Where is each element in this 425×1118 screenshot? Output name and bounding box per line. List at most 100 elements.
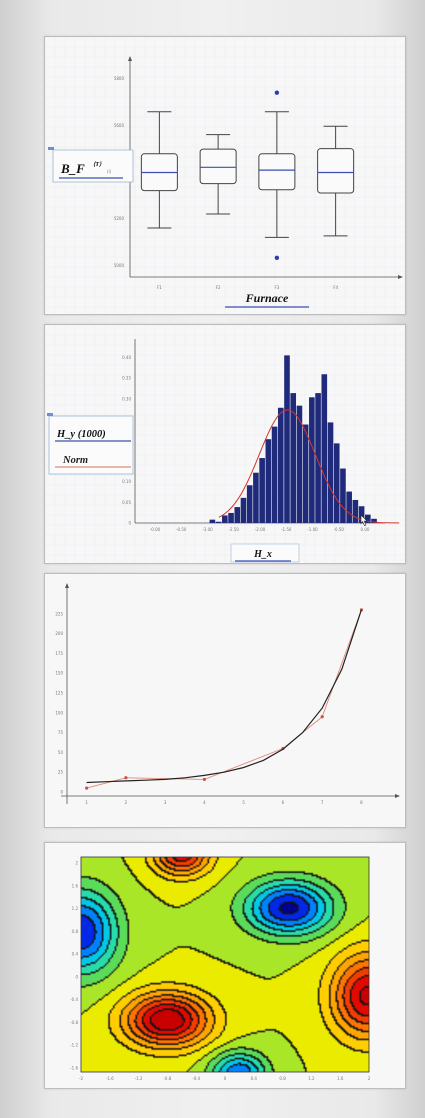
data-line bbox=[86, 609, 362, 789]
y-tick-label: 0 bbox=[128, 521, 131, 526]
y-tick-label: 200 bbox=[55, 631, 63, 636]
y-tick-label: 0 bbox=[75, 974, 78, 979]
box-F4 bbox=[317, 148, 355, 194]
x-tick-label: -1.50 bbox=[281, 527, 292, 532]
box-F2 bbox=[199, 148, 237, 185]
y-tick-label: 0.30 bbox=[122, 396, 131, 401]
histogram-bar bbox=[277, 407, 284, 523]
x-axis-label: H_x bbox=[253, 549, 272, 560]
x-tick-label: F4 bbox=[333, 285, 338, 290]
histogram-bar bbox=[346, 491, 352, 523]
contour-plot-panel: 2 1.6 1.2 0.8 0.4 0 -0.4 -0.8 -1.2 -1.6 -2 -1.6 -1.2… bbox=[44, 842, 406, 1089]
histogram-bar bbox=[358, 506, 365, 523]
line-plot: 0 25 50 75 100 125 150 175 200 225 1 2 3 4 5 6 7 8 bbox=[55, 583, 400, 805]
x-tick-label: 0 bbox=[224, 1076, 227, 1081]
x-tick-label: 8 bbox=[360, 800, 363, 805]
histogram-bar bbox=[327, 422, 334, 523]
y-axis-label-superscript: ⟨T⟩ bbox=[93, 161, 102, 168]
y-axis-arrow bbox=[128, 56, 132, 61]
histogram-bar bbox=[240, 497, 247, 523]
histogram-bar bbox=[309, 397, 315, 523]
x-tick-label: 1 bbox=[85, 800, 88, 805]
ylabel-box[interactable] bbox=[48, 415, 134, 475]
y-tick-label: 0.4 bbox=[72, 952, 79, 957]
x-tick-label: F3 bbox=[274, 285, 279, 290]
histogram-bar bbox=[259, 458, 265, 523]
y-tick-label: -0.4 bbox=[70, 997, 78, 1002]
histogram-bar bbox=[302, 424, 309, 523]
y-tick-label: 75 bbox=[58, 730, 64, 735]
histogram-bar bbox=[284, 355, 290, 523]
y-tick-label: 0 bbox=[60, 790, 63, 795]
box-plot: 50005200540056005800F1F2F3F4B_F⟨T⟩(i)Fur… bbox=[45, 37, 405, 314]
histogram-bar bbox=[321, 374, 328, 523]
y-tick-label: 100 bbox=[55, 710, 63, 715]
y-tick-label: 2 bbox=[75, 861, 78, 866]
x-tick-label: 0.4 bbox=[251, 1076, 258, 1081]
x-axis-arrow bbox=[395, 794, 400, 798]
x-tick-label: -0.00 bbox=[150, 527, 161, 532]
y-tick-label: 1.2 bbox=[72, 906, 79, 911]
y-tick-label: 5000 bbox=[114, 263, 125, 268]
y-tick-label: 0.40 bbox=[122, 355, 131, 360]
cursor-icon bbox=[360, 514, 368, 526]
histogram-bar bbox=[290, 393, 297, 523]
y-tick-label: -1.6 bbox=[70, 1066, 78, 1071]
x-tick-label: 1.2 bbox=[308, 1076, 315, 1081]
xlabel-box[interactable] bbox=[230, 543, 300, 563]
y-tick-label: 1.6 bbox=[72, 883, 79, 888]
x-tick-label: -0.4 bbox=[192, 1076, 200, 1081]
x-tick-label: -2 bbox=[79, 1076, 83, 1081]
outlier-point bbox=[274, 255, 280, 261]
y-tick-label: 150 bbox=[55, 671, 63, 676]
histogram-bar bbox=[296, 405, 303, 523]
histogram-bar bbox=[222, 515, 228, 523]
x-tick-label: -1.2 bbox=[135, 1076, 143, 1081]
x-axis-label: Furnace bbox=[245, 291, 289, 305]
contour-plot: 21.61.20.80.40-0.4-0.8-1.2-1.6-2 -1.6 -1.2… bbox=[70, 856, 371, 1081]
x-axis-arrow bbox=[398, 275, 403, 279]
histogram-bar bbox=[352, 499, 359, 523]
y-axis-label: H_y (1000) bbox=[56, 429, 106, 440]
ylabel-box-handle bbox=[48, 147, 54, 150]
histogram-bar bbox=[246, 485, 253, 523]
x-tick-label: 2 bbox=[125, 800, 128, 805]
plot-frame bbox=[80, 856, 370, 1073]
line-plot-panel: 0 25 50 75 100 125 150 175 200 225 1 2 3 4 5 6 7 8 bbox=[44, 573, 406, 828]
y-axis-arrow bbox=[65, 583, 69, 588]
fit-curve bbox=[86, 609, 362, 784]
x-tick-label: -3.00 bbox=[202, 527, 213, 532]
y-axis-label: B_F bbox=[60, 161, 85, 176]
box-F3 bbox=[258, 153, 296, 191]
outlier-point bbox=[274, 90, 280, 95]
x-tick-label: 3 bbox=[164, 800, 167, 805]
y-tick-label: 0.05 bbox=[122, 500, 131, 505]
y-tick-label: 50 bbox=[58, 750, 64, 755]
histogram-bar bbox=[234, 507, 241, 523]
y-tick-label: 5200 bbox=[114, 216, 125, 221]
x-tick-label: -1.6 bbox=[106, 1076, 114, 1081]
histogram-bar bbox=[209, 519, 216, 523]
y-tick-label: 175 bbox=[55, 651, 63, 656]
x-tick-label: 0.8 bbox=[279, 1076, 286, 1081]
normal-curve bbox=[218, 409, 400, 524]
ylabel-box[interactable] bbox=[52, 149, 134, 183]
y-tick-label: 225 bbox=[55, 611, 63, 616]
x-tick-label: 7 bbox=[321, 800, 324, 805]
histogram-bar bbox=[371, 518, 377, 523]
histogram-plot: 00.050.100.150.200.250.300.350.40-0.00-0… bbox=[45, 325, 405, 563]
y-tick-label: 0.10 bbox=[122, 479, 131, 484]
histogram-bar bbox=[333, 443, 340, 523]
y-axis-label-argument: (i) bbox=[107, 169, 112, 174]
y-tick-label: 5600 bbox=[114, 123, 125, 128]
histogram-bar bbox=[340, 468, 346, 523]
histogram-bar bbox=[215, 521, 222, 523]
y-tick-label: 0.35 bbox=[122, 376, 131, 381]
histogram-bar bbox=[265, 439, 272, 523]
x-tick-label: 5 bbox=[242, 800, 245, 805]
x-tick-label: F2 bbox=[216, 285, 221, 290]
y-tick-label: -0.8 bbox=[70, 1020, 78, 1025]
contour-fill bbox=[81, 857, 369, 1072]
histogram-bar bbox=[365, 514, 371, 523]
histogram-bar bbox=[228, 512, 234, 523]
